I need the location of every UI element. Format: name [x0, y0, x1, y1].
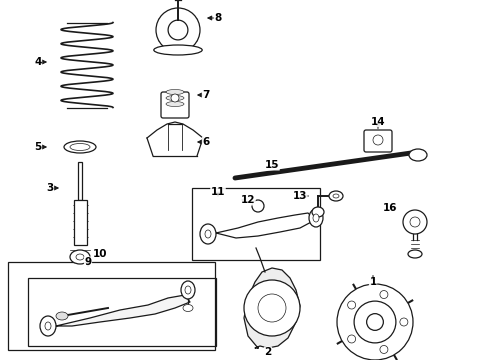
Circle shape: [258, 294, 286, 322]
Ellipse shape: [312, 207, 324, 217]
Text: 12: 12: [241, 195, 255, 205]
Text: 6: 6: [202, 137, 210, 147]
Circle shape: [367, 314, 383, 330]
Ellipse shape: [329, 191, 343, 201]
Text: 2: 2: [265, 347, 271, 357]
Ellipse shape: [166, 90, 184, 94]
Text: 7: 7: [202, 90, 210, 100]
Bar: [192, 188, 320, 260]
Ellipse shape: [408, 250, 422, 258]
Circle shape: [156, 8, 200, 52]
Circle shape: [337, 284, 413, 360]
Circle shape: [410, 217, 420, 227]
Bar: [8, 262, 215, 350]
Circle shape: [171, 94, 179, 102]
Text: 5: 5: [34, 142, 42, 152]
Circle shape: [354, 301, 396, 343]
Ellipse shape: [185, 286, 191, 294]
Text: 11: 11: [211, 187, 225, 197]
Circle shape: [168, 20, 188, 40]
Text: 13: 13: [293, 191, 307, 201]
Ellipse shape: [309, 209, 323, 227]
Text: 10: 10: [93, 249, 107, 259]
Circle shape: [380, 291, 388, 298]
Ellipse shape: [40, 316, 56, 336]
Ellipse shape: [181, 281, 195, 299]
Ellipse shape: [76, 254, 84, 260]
Ellipse shape: [205, 230, 211, 238]
Ellipse shape: [56, 312, 68, 320]
Circle shape: [373, 135, 383, 145]
Bar: [74, 200, 87, 245]
Ellipse shape: [333, 194, 339, 198]
FancyBboxPatch shape: [161, 92, 189, 118]
Text: 8: 8: [215, 13, 221, 23]
Ellipse shape: [64, 141, 96, 153]
Polygon shape: [244, 268, 300, 348]
Circle shape: [400, 318, 408, 326]
Text: 3: 3: [47, 183, 53, 193]
Circle shape: [347, 301, 356, 309]
Text: 14: 14: [371, 117, 385, 127]
Ellipse shape: [166, 102, 184, 107]
Ellipse shape: [70, 250, 90, 264]
Ellipse shape: [166, 95, 184, 100]
Ellipse shape: [252, 200, 264, 212]
Circle shape: [244, 280, 300, 336]
Circle shape: [347, 335, 356, 343]
Ellipse shape: [154, 45, 202, 55]
Ellipse shape: [200, 224, 216, 244]
Bar: [28, 278, 216, 346]
Circle shape: [380, 346, 388, 354]
Ellipse shape: [45, 322, 51, 330]
Ellipse shape: [313, 214, 319, 222]
Ellipse shape: [70, 144, 90, 150]
Text: 4: 4: [34, 57, 42, 67]
Ellipse shape: [183, 305, 193, 311]
Text: 1: 1: [369, 277, 377, 287]
Ellipse shape: [409, 149, 427, 161]
Bar: [78, 162, 82, 200]
Text: 9: 9: [84, 257, 92, 267]
FancyBboxPatch shape: [364, 130, 392, 152]
Text: 15: 15: [265, 160, 279, 170]
Circle shape: [403, 210, 427, 234]
Polygon shape: [56, 295, 190, 326]
Text: 16: 16: [383, 203, 397, 213]
